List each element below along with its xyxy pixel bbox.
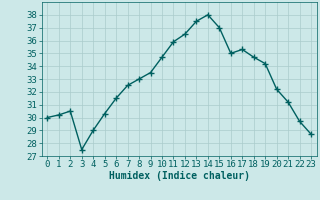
X-axis label: Humidex (Indice chaleur): Humidex (Indice chaleur) — [109, 171, 250, 181]
